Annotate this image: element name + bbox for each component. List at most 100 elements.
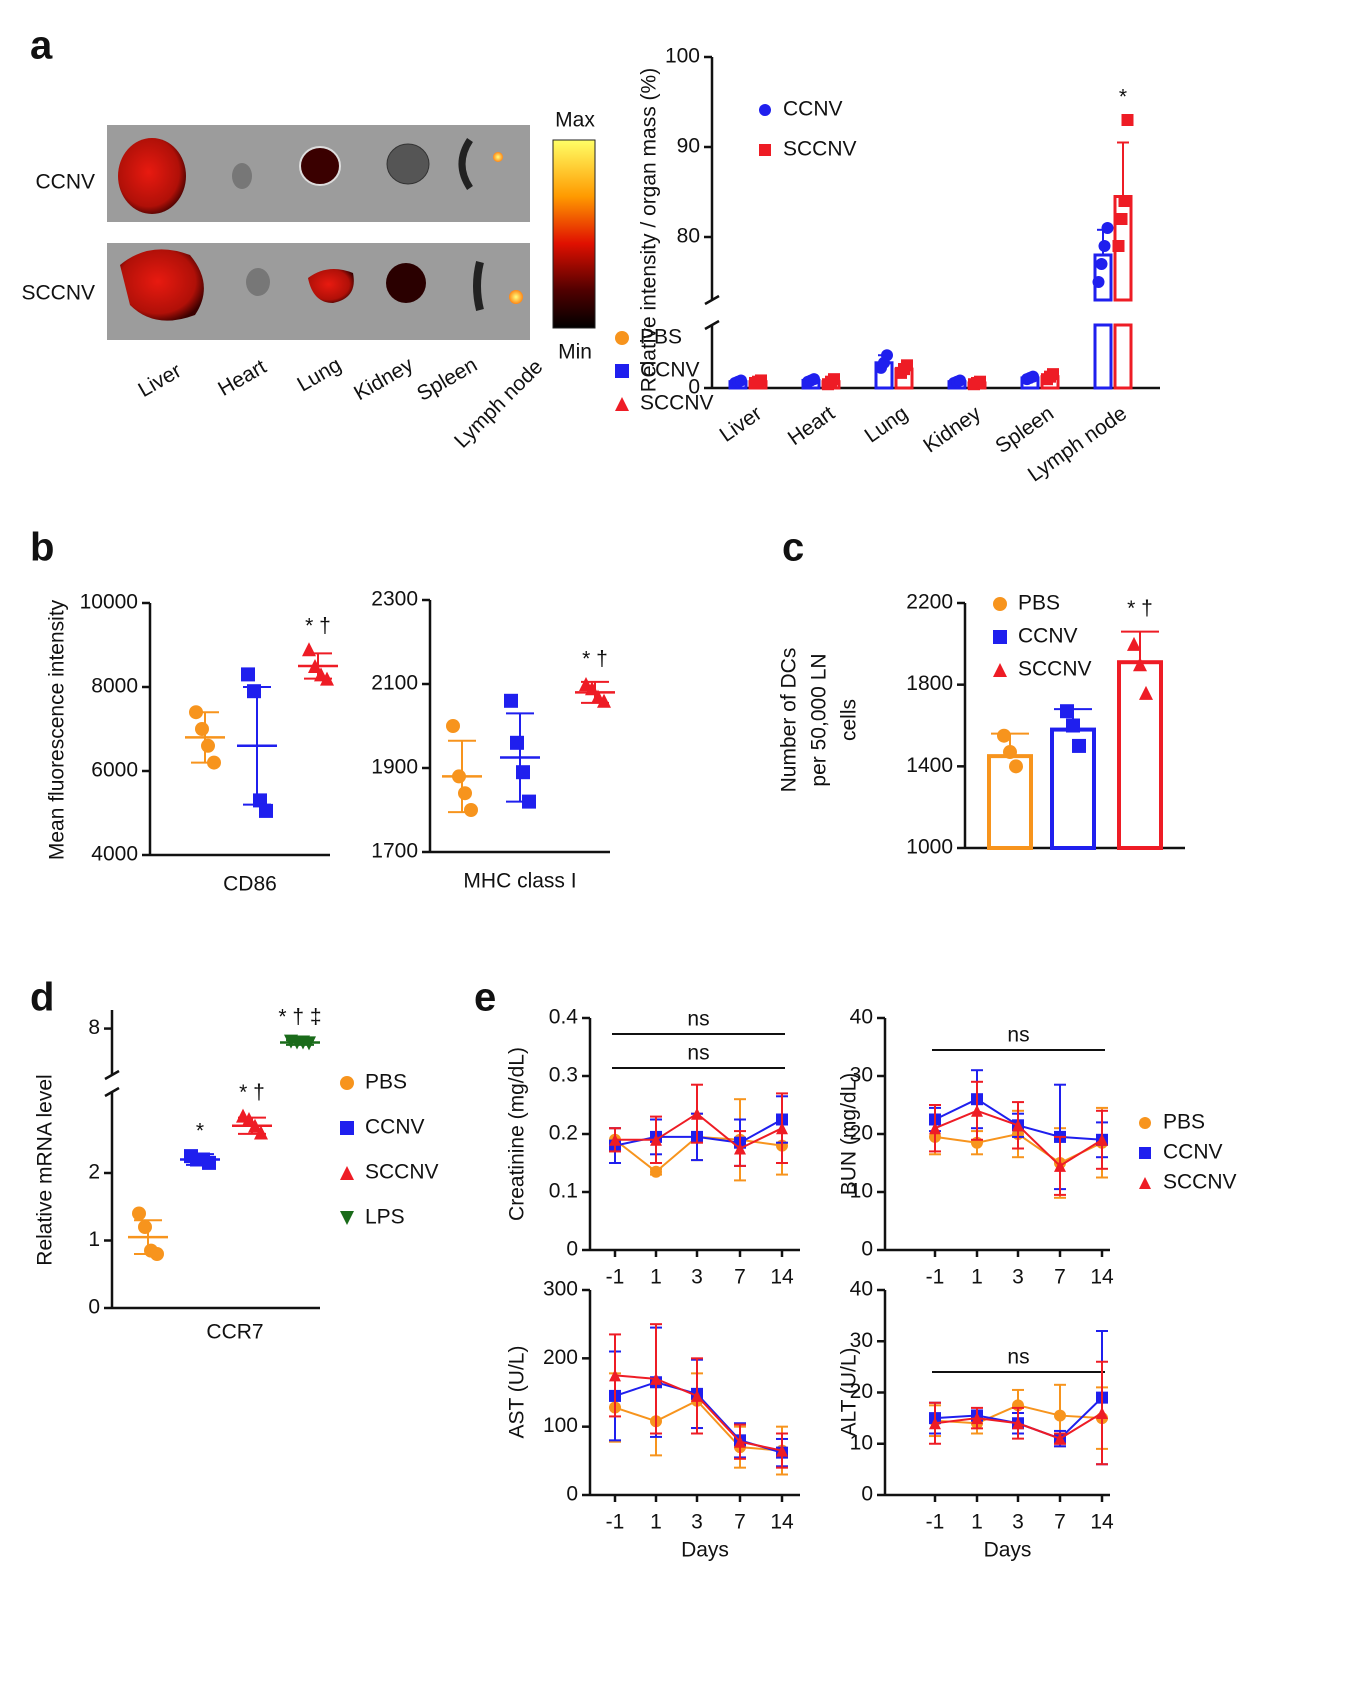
x-tick-label: 7 bbox=[734, 1511, 746, 1534]
legend-marker bbox=[340, 1121, 354, 1135]
marker bbox=[1133, 657, 1147, 672]
y-tick-label: 30 bbox=[850, 1064, 873, 1087]
legend-label: CCNV bbox=[365, 1116, 425, 1139]
panel-label: c bbox=[782, 526, 804, 570]
marker bbox=[597, 693, 611, 708]
x-tick-label: 1 bbox=[650, 1266, 662, 1289]
y-tick-label: 0 bbox=[566, 1483, 578, 1506]
marker bbox=[1096, 1407, 1108, 1419]
axis-break bbox=[104, 1086, 120, 1098]
marker bbox=[1112, 240, 1125, 252]
x-tick-label: Lung bbox=[861, 402, 912, 448]
marker bbox=[320, 671, 334, 686]
scale-label: Max bbox=[555, 109, 595, 132]
legend-marker bbox=[340, 1076, 354, 1090]
x-tick-label: Heart bbox=[784, 402, 839, 450]
x-tick-label: 1 bbox=[650, 1511, 662, 1534]
y-tick-label: 40 bbox=[850, 1006, 873, 1029]
marker bbox=[1121, 114, 1134, 126]
marker bbox=[901, 359, 913, 372]
marker bbox=[1139, 685, 1153, 700]
marker bbox=[202, 1155, 216, 1170]
annotation: * † bbox=[1127, 597, 1153, 620]
panel-label: b bbox=[30, 526, 54, 570]
y-axis-label: Number of DCs bbox=[778, 648, 801, 793]
organ-label: Heart bbox=[214, 355, 270, 401]
bar bbox=[1117, 660, 1163, 850]
y-axis-label: Mean fluorescence intensity bbox=[46, 599, 69, 860]
marker bbox=[734, 1435, 746, 1448]
legend-marker bbox=[1139, 1117, 1151, 1129]
marker bbox=[691, 1107, 703, 1120]
y-tick-label: 20 bbox=[850, 1122, 873, 1145]
marker bbox=[1054, 1159, 1066, 1172]
marker bbox=[201, 738, 215, 753]
marker bbox=[452, 769, 466, 784]
organ-label: Lung bbox=[293, 353, 345, 396]
organ bbox=[118, 138, 186, 214]
marker bbox=[259, 803, 273, 818]
y-tick-label: 10000 bbox=[80, 591, 138, 614]
x-axis-label: Days bbox=[984, 1539, 1032, 1562]
y-tick-label: 0.4 bbox=[549, 1006, 579, 1029]
marker bbox=[189, 705, 203, 720]
marker bbox=[150, 1247, 164, 1261]
y-tick-label: 30 bbox=[850, 1329, 873, 1352]
marker bbox=[1012, 1417, 1024, 1430]
marker bbox=[776, 1122, 788, 1135]
row-label: SCCNV bbox=[21, 282, 95, 305]
legend-label: SCCNV bbox=[783, 138, 857, 161]
marker bbox=[1101, 222, 1114, 234]
y-tick-label: 4000 bbox=[91, 843, 138, 866]
marker bbox=[808, 373, 820, 386]
annotation: ns bbox=[687, 1042, 709, 1065]
marker bbox=[1096, 1133, 1108, 1146]
x-tick-label: Kidney bbox=[919, 402, 985, 458]
x-tick-label: 7 bbox=[734, 1266, 746, 1289]
marker bbox=[1066, 718, 1080, 733]
marker bbox=[207, 755, 221, 770]
marker bbox=[241, 667, 255, 682]
marker bbox=[516, 765, 530, 780]
y-tick-label: 100 bbox=[543, 1414, 578, 1437]
y-tick-label: 1700 bbox=[371, 840, 418, 863]
marker bbox=[464, 803, 478, 817]
annotation: * † bbox=[305, 615, 331, 638]
marker bbox=[247, 684, 261, 699]
y-tick-label: 0 bbox=[861, 1483, 873, 1506]
marker bbox=[1047, 368, 1059, 381]
marker bbox=[248, 1118, 262, 1133]
y-axis-label: cells bbox=[838, 699, 861, 741]
x-tick-label: -1 bbox=[606, 1266, 625, 1289]
marker bbox=[971, 1412, 983, 1425]
marker bbox=[302, 1036, 316, 1051]
legend-label: CCNV bbox=[1163, 1141, 1223, 1164]
x-axis-label: Days bbox=[681, 1539, 729, 1562]
x-tick-label: 1 bbox=[971, 1511, 983, 1534]
axis-break bbox=[704, 319, 720, 331]
y-tick-label: 2200 bbox=[906, 591, 953, 614]
x-tick-label: 14 bbox=[770, 1266, 794, 1289]
panel-label: a bbox=[30, 24, 53, 68]
annotation: ns bbox=[687, 1008, 709, 1031]
y-tick-label: 10 bbox=[850, 1180, 873, 1203]
legend-label: PBS bbox=[640, 326, 682, 349]
y-tick-label: 1 bbox=[88, 1228, 100, 1251]
y-tick-label: 6000 bbox=[91, 759, 138, 782]
marker bbox=[195, 722, 209, 736]
organ-label: Kidney bbox=[350, 353, 418, 405]
annotation: * bbox=[196, 1120, 204, 1143]
legend-label: CCNV bbox=[640, 359, 700, 382]
y-tick-label: 20 bbox=[850, 1380, 873, 1403]
legend-marker bbox=[340, 1211, 354, 1225]
x-tick-label: -1 bbox=[926, 1511, 945, 1534]
y-tick-label: 8 bbox=[88, 1016, 100, 1039]
marker bbox=[504, 693, 518, 708]
y-tick-label: 80 bbox=[677, 225, 700, 248]
y-tick-label: 0.3 bbox=[549, 1064, 578, 1087]
marker bbox=[929, 1417, 941, 1430]
marker bbox=[609, 1369, 621, 1382]
annotation: ns bbox=[1007, 1024, 1029, 1047]
organ bbox=[232, 163, 252, 189]
marker bbox=[609, 1133, 621, 1146]
